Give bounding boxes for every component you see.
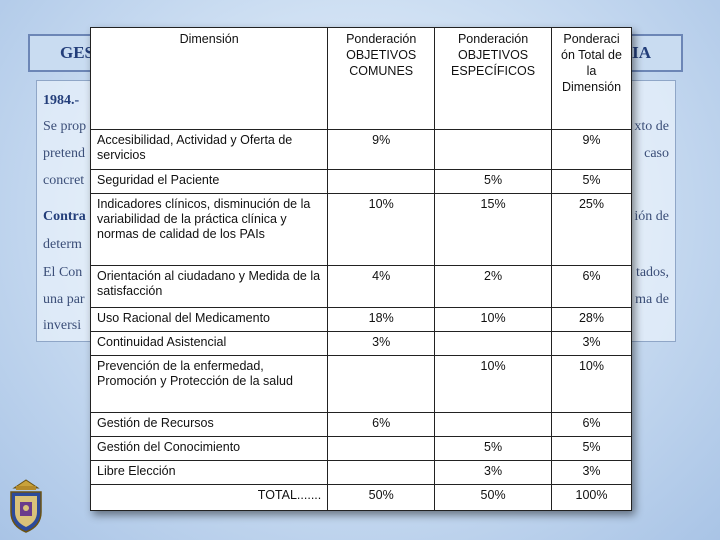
specific-weight-cell: 5% [434, 436, 553, 461]
dimension-cell: Orientación al ciudadano y Medida de la … [89, 265, 329, 308]
paragraph-line: Se prop [43, 119, 87, 134]
dimension-cell: Prevención de la enfermedad, Promoción y… [89, 355, 329, 413]
total-weight-cell: 10% [551, 355, 632, 413]
column-header-total-weight: Ponderaci ón Total de la Dimensión [551, 27, 632, 130]
paragraph-line: una par [43, 292, 85, 307]
total-weight-cell: 28% [551, 307, 632, 332]
total-common-weight: 50% [327, 484, 436, 511]
table-row: Accesibilidad, Actividad y Oferta de ser… [89, 129, 632, 170]
total-specific-weight: 50% [434, 484, 553, 511]
common-weight-cell [327, 460, 436, 485]
total-weight-cell: 3% [551, 331, 632, 356]
dimension-cell: Continuidad Asistencial [89, 331, 329, 356]
table-row: Libre Elección 3% 3% [89, 460, 632, 485]
paragraph-line: Contra [43, 209, 86, 224]
common-weight-cell [327, 355, 436, 413]
specific-weight-cell [434, 331, 553, 356]
table-row: Continuidad Asistencial 3% 3% [89, 331, 632, 356]
column-header-dimension: Dimensión [89, 27, 329, 130]
paragraph-line-end: ma de [635, 292, 669, 307]
common-weight-cell [327, 436, 436, 461]
dimension-weights-table: Dimensión Ponderación OBJETIVOS COMUNES … [89, 27, 632, 511]
common-weight-cell: 3% [327, 331, 436, 356]
specific-weight-cell: 15% [434, 193, 553, 266]
slide-title-left: GES [60, 43, 95, 62]
dimension-cell: Uso Racional del Medicamento [89, 307, 329, 332]
total-label: TOTAL....... [89, 484, 329, 511]
paragraph-line: pretend [43, 146, 85, 161]
paragraph-line-end: ión de [634, 209, 669, 224]
paragraph-line: El Con [43, 265, 83, 280]
specific-weight-cell: 3% [434, 460, 553, 485]
common-weight-cell [327, 169, 436, 194]
total-weight-cell: 25% [551, 193, 632, 266]
grand-total-weight: 100% [551, 484, 632, 511]
specific-weight-cell: 10% [434, 307, 553, 332]
paragraph-line: 1984.- [43, 93, 80, 108]
specific-weight-cell [434, 412, 553, 437]
paragraph-line-end: caso [644, 146, 669, 161]
dimension-cell: Accesibilidad, Actividad y Oferta de ser… [89, 129, 329, 170]
total-row: TOTAL....... 50% 50% 100% [89, 484, 632, 511]
common-weight-cell: 10% [327, 193, 436, 266]
total-weight-cell: 5% [551, 169, 632, 194]
table-row: Gestión de Recursos 6% 6% [89, 412, 632, 437]
table-row: Seguridad el Paciente 5% 5% [89, 169, 632, 194]
column-header-specific-objectives: Ponderación OBJETIVOS ESPECÍFICOS [434, 27, 553, 130]
paragraph-line: determ [43, 237, 82, 252]
table-row: Indicadores clínicos, disminución de la … [89, 193, 632, 266]
specific-weight-cell: 2% [434, 265, 553, 308]
table-row: Gestión del Conocimiento 5% 5% [89, 436, 632, 461]
dimension-cell: Libre Elección [89, 460, 329, 485]
total-weight-cell: 5% [551, 436, 632, 461]
common-weight-cell: 4% [327, 265, 436, 308]
specific-weight-cell: 5% [434, 169, 553, 194]
paragraph-line-end: xto de [634, 119, 669, 134]
table-row: Orientación al ciudadano y Medida de la … [89, 265, 632, 308]
coat-of-arms-icon [10, 479, 42, 533]
column-header-common-objectives: Ponderación OBJETIVOS COMUNES [327, 27, 436, 130]
common-weight-cell: 6% [327, 412, 436, 437]
total-weight-cell: 3% [551, 460, 632, 485]
paragraph-line: concret [43, 173, 85, 188]
table-row: Uso Racional del Medicamento 18% 10% 28% [89, 307, 632, 332]
common-weight-cell: 9% [327, 129, 436, 170]
specific-weight-cell [434, 129, 553, 170]
total-weight-cell: 9% [551, 129, 632, 170]
paragraph-line: inversi [43, 318, 82, 333]
dimension-cell: Gestión de Recursos [89, 412, 329, 437]
dimension-cell: Indicadores clínicos, disminución de la … [89, 193, 329, 266]
table-row: Prevención de la enfermedad, Promoción y… [89, 355, 632, 413]
dimension-cell: Seguridad el Paciente [89, 169, 329, 194]
total-weight-cell: 6% [551, 265, 632, 308]
common-weight-cell: 18% [327, 307, 436, 332]
specific-weight-cell: 10% [434, 355, 553, 413]
paragraph-line-end: tados, [635, 265, 669, 280]
dimension-cell: Gestión del Conocimiento [89, 436, 329, 461]
total-weight-cell: 6% [551, 412, 632, 437]
